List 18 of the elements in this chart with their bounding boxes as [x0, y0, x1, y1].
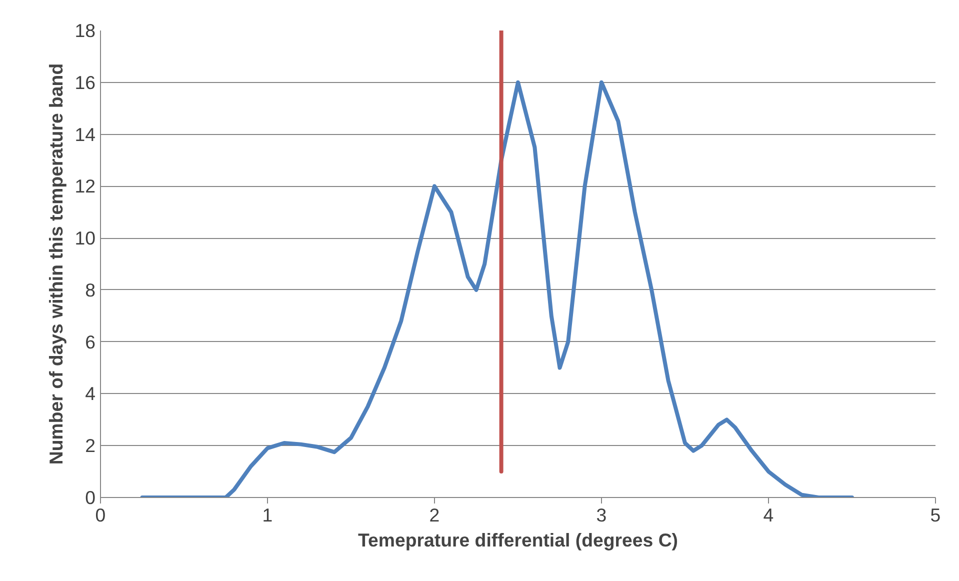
y-tick-label: 14	[74, 124, 96, 145]
x-tick-label: 2	[429, 504, 440, 526]
x-tick-label: 3	[596, 504, 607, 526]
x-tick-label: 5	[930, 504, 941, 526]
y-tick-label: 12	[74, 176, 96, 197]
x-axis-title: Temeprature differential (degrees C)	[358, 530, 678, 550]
y-tick-label: 6	[85, 331, 96, 352]
y-axis-title: Number of days within this temperature band	[46, 63, 67, 465]
x-tick-label: 1	[262, 504, 273, 526]
y-tick-label: 10	[74, 228, 96, 249]
y-tick-label: 16	[74, 72, 96, 93]
y-tick-label: 4	[85, 383, 96, 404]
line-series	[140, 80, 854, 498]
y-tick-label: 18	[74, 20, 96, 41]
y-tick-label: 8	[85, 279, 96, 300]
x-tick-label: 4	[763, 504, 774, 526]
y-tick-label: 2	[85, 435, 96, 456]
y-tick-label: 0	[85, 487, 96, 508]
